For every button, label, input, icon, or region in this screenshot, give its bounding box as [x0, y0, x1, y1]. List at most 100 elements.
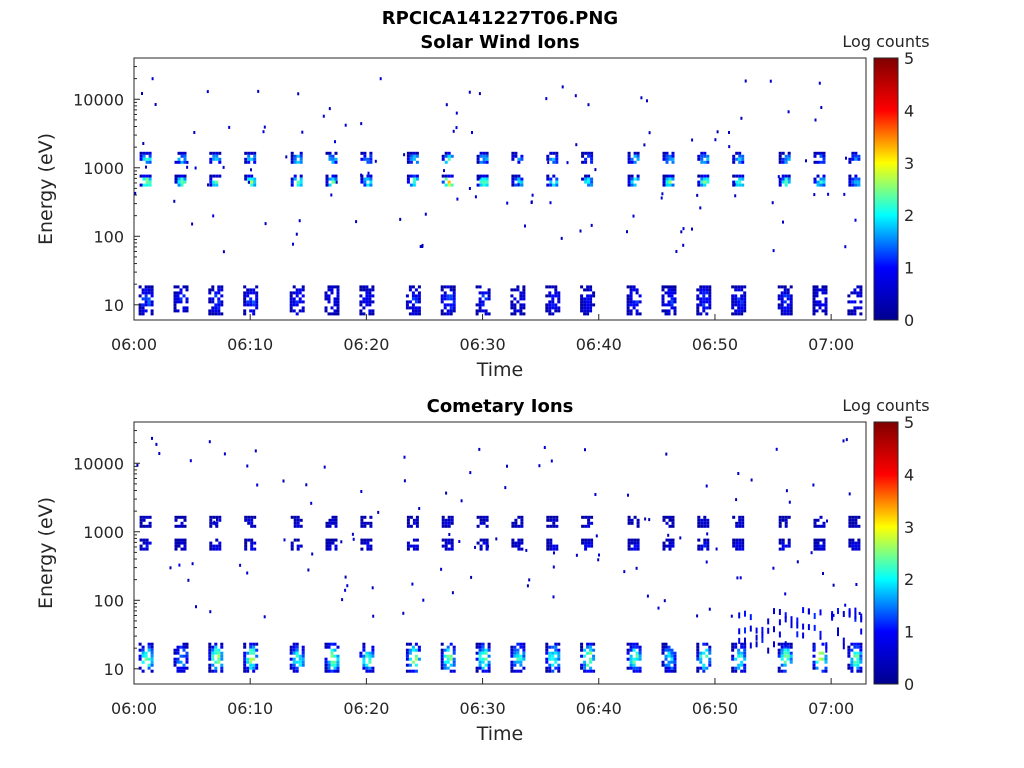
heatmap-cell	[290, 544, 294, 548]
heatmap-cell	[555, 524, 559, 528]
heatmap-cell	[179, 297, 183, 301]
heatmap-cell	[554, 306, 558, 310]
heatmap-cell	[832, 613, 835, 617]
heatmap-cell	[335, 180, 338, 184]
heatmap-cell	[412, 177, 416, 181]
x-tick-label: 06:10	[227, 335, 273, 354]
heatmap-cell	[250, 524, 254, 528]
heatmap-cell	[142, 515, 146, 519]
heatmap-cell	[696, 614, 699, 618]
heatmap-cell	[478, 657, 482, 661]
heatmap-cell	[714, 138, 717, 142]
heatmap-cell	[778, 518, 782, 522]
heatmap-cell	[554, 651, 558, 655]
heatmap-cell	[697, 174, 701, 178]
heatmap-cell	[255, 666, 259, 670]
heatmap-cell	[661, 294, 665, 298]
heatmap-cell	[731, 669, 735, 673]
heatmap-cell	[211, 309, 215, 313]
heatmap-cell	[246, 288, 250, 292]
heatmap-cell	[478, 306, 482, 310]
heatmap-cell	[813, 151, 817, 155]
heatmap-cell	[255, 654, 259, 658]
heatmap-cell	[787, 515, 791, 519]
heatmap-cell	[481, 300, 485, 304]
heatmap-cell	[590, 180, 594, 184]
heatmap-cell	[336, 297, 340, 301]
heatmap-cell	[778, 151, 782, 155]
colorbar-tick-label: 4	[904, 465, 914, 484]
heatmap-cell	[636, 151, 640, 155]
heatmap-cell	[481, 651, 485, 655]
heatmap-cell	[847, 648, 851, 652]
heatmap-cell	[626, 651, 630, 655]
heatmap-cell	[185, 666, 189, 670]
heatmap-cell	[334, 157, 338, 161]
heatmap-cell	[211, 285, 215, 289]
heatmap-cell	[778, 609, 781, 615]
heatmap-cell	[740, 312, 744, 316]
heatmap-cell	[668, 541, 672, 545]
heatmap-cell	[478, 285, 482, 289]
heatmap-cell	[476, 515, 480, 519]
heatmap-cell	[174, 177, 178, 181]
heatmap-cell	[176, 645, 180, 649]
heatmap-cell	[638, 669, 642, 673]
heatmap-cell	[813, 624, 816, 631]
heatmap-cell	[510, 669, 514, 673]
heatmap-cell	[415, 547, 419, 551]
heatmap-cell	[325, 547, 329, 551]
y-tick-label: 10	[104, 660, 124, 679]
heatmap-cell	[856, 294, 860, 298]
heatmap-cell	[298, 654, 302, 658]
heatmap-cell	[744, 610, 746, 617]
heatmap-cell	[510, 663, 514, 667]
heatmap-cell	[182, 666, 186, 670]
heatmap-cell	[667, 660, 671, 664]
heatmap-cell	[548, 663, 552, 667]
heatmap-cell	[854, 541, 858, 545]
heatmap-cell	[702, 306, 706, 310]
heatmap-cell	[249, 297, 253, 301]
heatmap-cell	[546, 174, 550, 178]
heatmap-cell	[456, 197, 459, 201]
heatmap-cell	[139, 515, 143, 519]
heatmap-cell	[789, 303, 793, 307]
heatmap-cell	[441, 174, 445, 178]
heatmap-cell	[822, 538, 826, 542]
heatmap-cell	[853, 660, 857, 664]
heatmap-cell	[696, 666, 700, 670]
heatmap-cell	[522, 303, 526, 307]
heatmap-cell	[744, 637, 746, 644]
heatmap-cell	[857, 538, 861, 542]
heatmap-cell	[778, 183, 782, 187]
heatmap-cell	[857, 524, 861, 528]
heatmap-cell	[292, 297, 296, 301]
heatmap-cell	[738, 521, 742, 525]
heatmap-cell	[773, 626, 775, 633]
heatmap-cell	[481, 309, 485, 313]
heatmap-cell	[513, 663, 517, 667]
heatmap-cell	[548, 300, 552, 304]
heatmap-cell	[557, 309, 561, 313]
heatmap-cell	[252, 309, 256, 313]
heatmap-cell	[738, 544, 742, 548]
heatmap-cell	[141, 297, 145, 301]
heatmap-cell	[405, 654, 409, 658]
heatmap-cell	[551, 306, 555, 310]
heatmap-cell	[732, 157, 736, 161]
heatmap-cell	[333, 648, 337, 652]
heatmap-cell	[555, 180, 559, 184]
heatmap-cell	[289, 303, 293, 307]
heatmap-cell	[854, 607, 857, 614]
heatmap-cell	[177, 180, 181, 184]
heatmap-cell	[359, 309, 363, 313]
heatmap-cell	[182, 285, 186, 289]
heatmap-cell	[638, 312, 642, 316]
heatmap-cell	[138, 648, 142, 652]
heatmap-cell	[333, 654, 337, 658]
heatmap-cell	[554, 648, 558, 652]
heatmap-cell	[671, 160, 675, 164]
heatmap-cell	[697, 518, 701, 522]
heatmap-cell	[476, 177, 480, 181]
